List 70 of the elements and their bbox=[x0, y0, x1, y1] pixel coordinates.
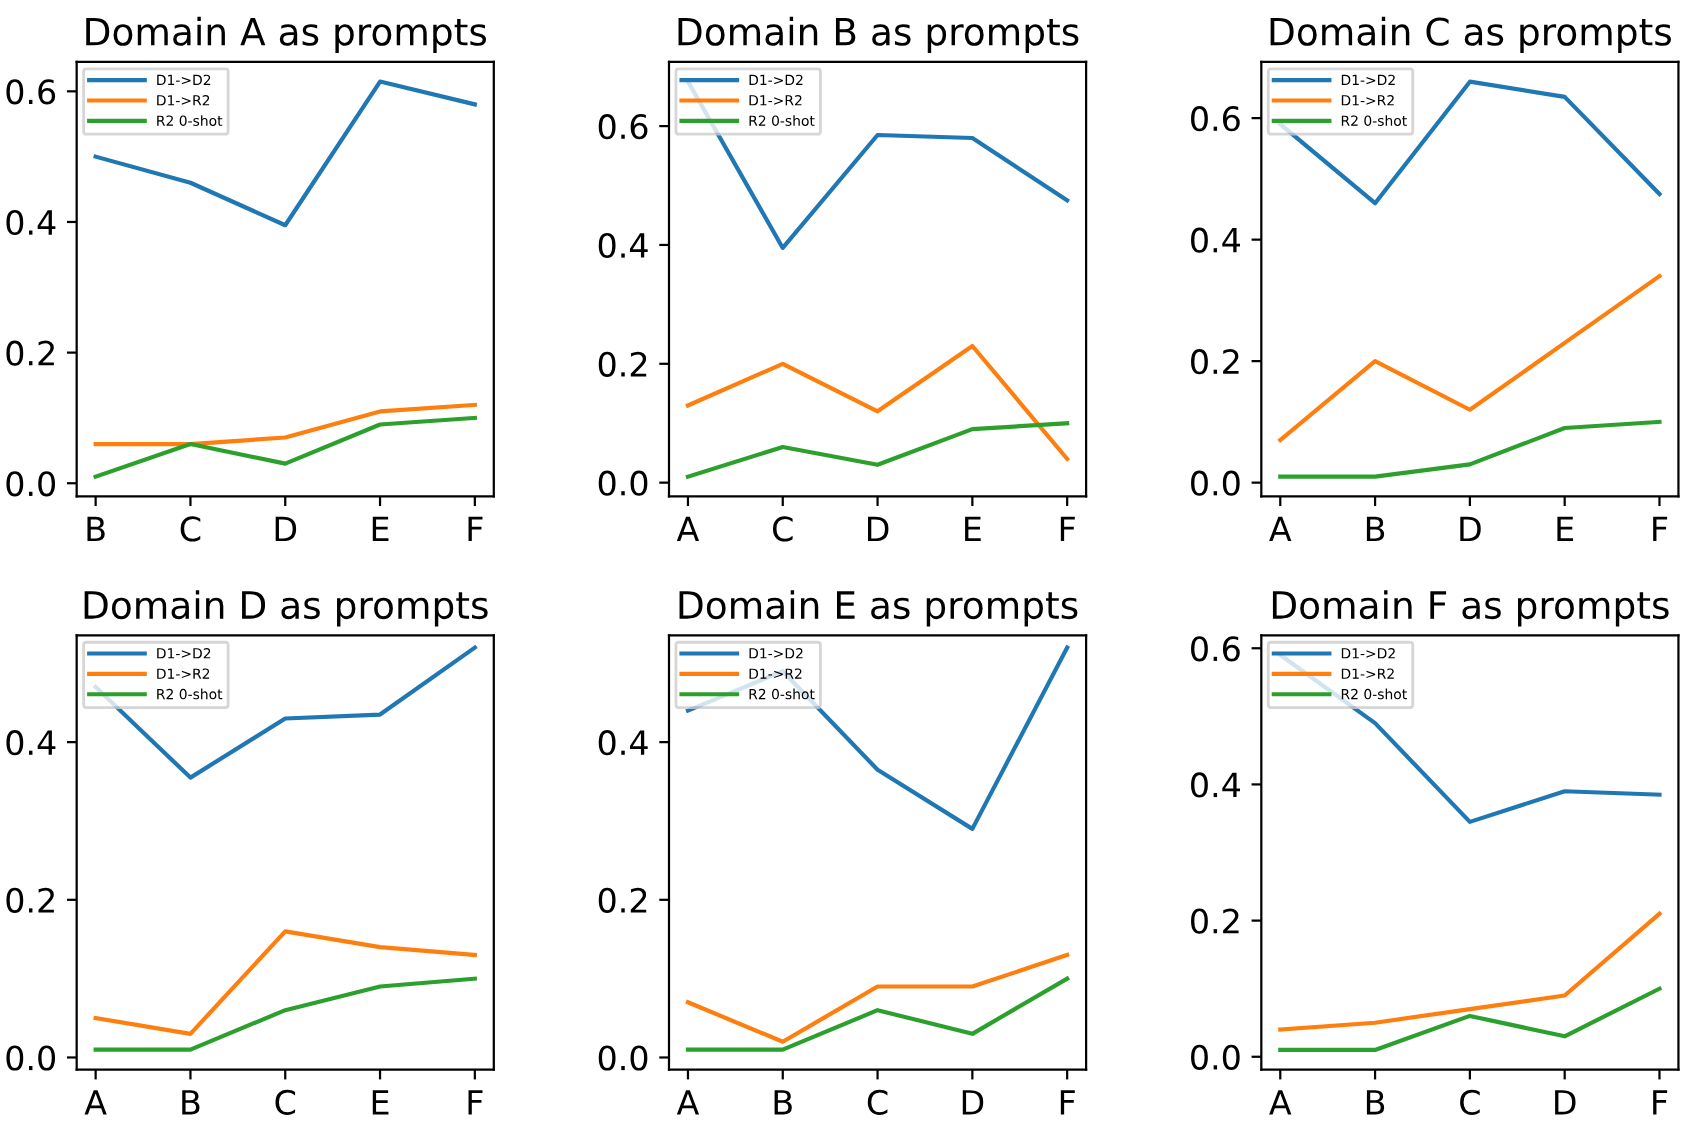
chart-title: Domain D as prompts bbox=[84, 590, 488, 627]
x-tick-label: C bbox=[1460, 1089, 1480, 1115]
line-series bbox=[1278, 986, 1662, 1053]
x-tick-label: D bbox=[1460, 516, 1481, 542]
x-tick-label: A bbox=[84, 1090, 107, 1115]
x-tick-label: A bbox=[1269, 516, 1292, 542]
x-tick-label: C bbox=[772, 516, 793, 542]
line-series bbox=[685, 343, 1070, 461]
y-tick-label: 0.0 bbox=[1191, 1044, 1240, 1070]
y-tick-label: 0.0 bbox=[598, 470, 648, 496]
chart-title: Domain F as prompts bbox=[1272, 590, 1669, 627]
y-tick-label: 0.2 bbox=[1191, 908, 1239, 934]
y-tick-label: 0.2 bbox=[1191, 349, 1239, 375]
x-tick-label: E bbox=[1557, 516, 1574, 542]
x-tick-label: D bbox=[962, 1090, 984, 1115]
x-tick-label: E bbox=[372, 516, 389, 542]
line-series bbox=[93, 929, 477, 1036]
y-tick-label: 0.4 bbox=[1191, 772, 1240, 798]
line-series bbox=[685, 976, 1070, 1052]
y-tick-label: 0.4 bbox=[6, 730, 56, 756]
line-series bbox=[1278, 273, 1662, 443]
line-series bbox=[93, 976, 477, 1052]
line-series bbox=[93, 415, 477, 479]
x-tick-label: B bbox=[1366, 1090, 1385, 1115]
y-tick-label: 0.2 bbox=[6, 887, 54, 913]
y-tick-label: 0.0 bbox=[6, 471, 56, 497]
x-tick-label: E bbox=[372, 1090, 389, 1115]
x-tick-label: C bbox=[275, 1089, 296, 1115]
line-series bbox=[93, 402, 477, 447]
chart-title: Domain C as prompts bbox=[1270, 16, 1671, 54]
x-tick-label: C bbox=[180, 516, 201, 542]
x-tick-label: F bbox=[1060, 1090, 1075, 1115]
chart-title: Domain B as prompts bbox=[678, 16, 1079, 54]
x-tick-label: D bbox=[275, 516, 297, 542]
y-tick-label: 0.2 bbox=[598, 887, 647, 913]
y-tick-label: 0.0 bbox=[6, 1045, 56, 1071]
x-tick-label: B bbox=[87, 516, 105, 542]
y-tick-label: 0.4 bbox=[6, 209, 56, 236]
x-tick-label: D bbox=[868, 516, 889, 542]
x-tick-label: E bbox=[965, 516, 981, 542]
line-series bbox=[1278, 419, 1662, 479]
line-series bbox=[685, 421, 1070, 479]
x-tick-label: F bbox=[1653, 1090, 1668, 1115]
y-tick-label: 0.6 bbox=[598, 114, 648, 140]
line-series bbox=[1278, 911, 1662, 1032]
x-tick-label: B bbox=[774, 1090, 792, 1115]
y-tick-label: 0.2 bbox=[6, 340, 54, 366]
y-tick-label: 0.4 bbox=[598, 232, 648, 259]
x-tick-label: F bbox=[468, 516, 483, 542]
y-tick-label: 0.6 bbox=[1191, 106, 1240, 132]
y-tick-label: 0.0 bbox=[598, 1045, 648, 1071]
y-tick-label: 0.4 bbox=[598, 730, 648, 756]
x-tick-label: D bbox=[1555, 1090, 1576, 1115]
x-tick-label: B bbox=[1366, 516, 1385, 542]
x-tick-label: A bbox=[676, 516, 700, 542]
x-tick-label: B bbox=[182, 1090, 200, 1115]
y-tick-label: 0.2 bbox=[598, 351, 647, 377]
y-tick-label: 0.0 bbox=[1191, 470, 1240, 496]
x-tick-label: A bbox=[1269, 1090, 1292, 1115]
line-series bbox=[685, 952, 1070, 1044]
x-tick-label: F bbox=[1653, 516, 1668, 542]
y-tick-label: 0.6 bbox=[1191, 636, 1240, 662]
x-tick-label: F bbox=[1060, 516, 1075, 542]
x-tick-label: F bbox=[468, 1090, 483, 1115]
chart-title: Domain E as prompts bbox=[679, 590, 1078, 627]
x-tick-label: A bbox=[676, 1090, 700, 1115]
chart-title: Domain A as prompts bbox=[86, 16, 487, 54]
y-tick-label: 0.4 bbox=[1191, 227, 1240, 253]
x-tick-label: C bbox=[867, 1089, 888, 1115]
y-tick-label: 0.6 bbox=[6, 79, 56, 105]
